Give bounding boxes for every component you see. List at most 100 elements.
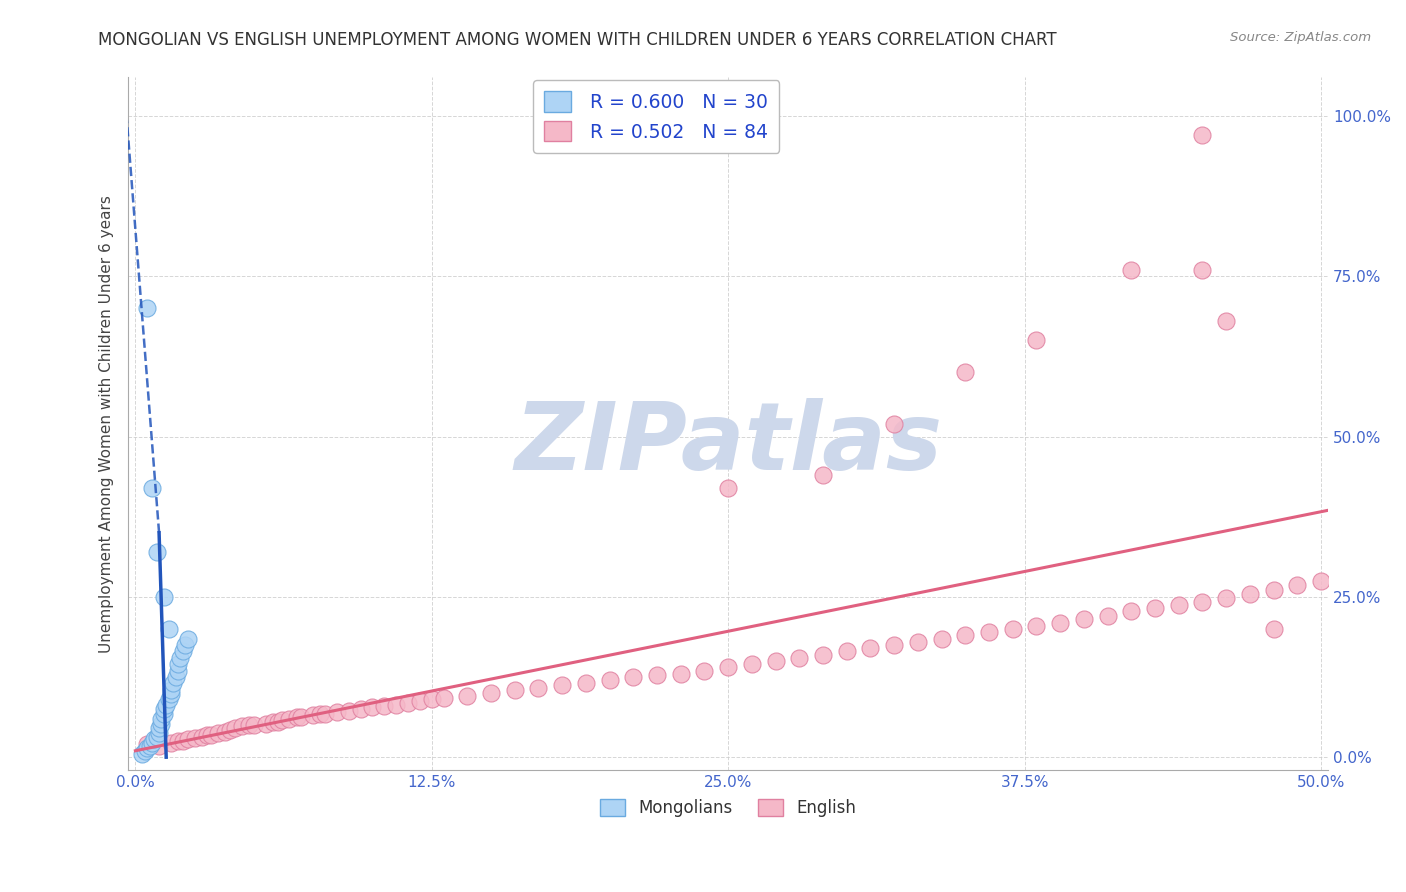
Point bbox=[136, 301, 159, 316]
Point bbox=[145, 545, 167, 559]
Point bbox=[302, 708, 325, 723]
Point bbox=[1191, 262, 1213, 277]
Point bbox=[138, 739, 160, 753]
Point bbox=[765, 654, 787, 668]
Point bbox=[134, 744, 156, 758]
Point bbox=[165, 670, 187, 684]
Point bbox=[254, 716, 277, 731]
Point bbox=[361, 700, 384, 714]
Point bbox=[835, 644, 858, 658]
Point bbox=[479, 686, 502, 700]
Point bbox=[162, 676, 184, 690]
Point bbox=[157, 622, 180, 636]
Point bbox=[669, 666, 692, 681]
Point bbox=[931, 632, 953, 646]
Point bbox=[1263, 583, 1285, 598]
Point bbox=[148, 721, 170, 735]
Point bbox=[190, 730, 212, 744]
Point bbox=[693, 664, 716, 678]
Point bbox=[150, 716, 173, 731]
Point bbox=[1215, 591, 1237, 606]
Point bbox=[977, 625, 1000, 640]
Point bbox=[160, 687, 183, 701]
Point bbox=[172, 734, 194, 748]
Point bbox=[160, 736, 183, 750]
Point bbox=[141, 481, 163, 495]
Point bbox=[741, 657, 763, 672]
Point bbox=[262, 714, 284, 729]
Point bbox=[1049, 615, 1071, 630]
Point bbox=[599, 673, 621, 688]
Point bbox=[1025, 334, 1047, 348]
Point bbox=[176, 632, 198, 646]
Point bbox=[136, 740, 159, 755]
Point bbox=[1239, 587, 1261, 601]
Point bbox=[409, 694, 432, 708]
Point bbox=[174, 638, 197, 652]
Point bbox=[326, 706, 349, 720]
Point bbox=[150, 712, 173, 726]
Point bbox=[148, 726, 170, 740]
Point bbox=[183, 731, 205, 745]
Point bbox=[145, 730, 167, 744]
Point bbox=[148, 739, 170, 753]
Point bbox=[200, 728, 222, 742]
Legend: Mongolians, English: Mongolians, English bbox=[593, 792, 863, 824]
Point bbox=[219, 723, 242, 738]
Point bbox=[214, 724, 236, 739]
Point bbox=[167, 734, 190, 748]
Text: MONGOLIAN VS ENGLISH UNEMPLOYMENT AMONG WOMEN WITH CHILDREN UNDER 6 YEARS CORREL: MONGOLIAN VS ENGLISH UNEMPLOYMENT AMONG … bbox=[98, 31, 1057, 49]
Point bbox=[811, 468, 834, 483]
Point bbox=[859, 641, 882, 656]
Point bbox=[420, 692, 443, 706]
Point bbox=[176, 732, 198, 747]
Point bbox=[1144, 601, 1167, 615]
Point bbox=[266, 714, 288, 729]
Point bbox=[309, 706, 332, 721]
Point bbox=[1073, 612, 1095, 626]
Point bbox=[167, 657, 190, 672]
Y-axis label: Unemployment Among Women with Children Under 6 years: Unemployment Among Women with Children U… bbox=[100, 194, 114, 653]
Point bbox=[396, 696, 419, 710]
Point bbox=[717, 481, 740, 495]
Point bbox=[314, 706, 336, 721]
Point bbox=[224, 721, 246, 735]
Point bbox=[717, 660, 740, 674]
Point bbox=[153, 706, 176, 721]
Point bbox=[645, 668, 668, 682]
Point bbox=[1167, 598, 1189, 612]
Point bbox=[143, 732, 166, 747]
Point bbox=[1191, 595, 1213, 609]
Point bbox=[172, 644, 194, 658]
Point bbox=[285, 710, 308, 724]
Point bbox=[551, 678, 574, 692]
Point bbox=[789, 650, 811, 665]
Point bbox=[167, 664, 190, 678]
Text: Source: ZipAtlas.com: Source: ZipAtlas.com bbox=[1230, 31, 1371, 45]
Text: ZIPatlas: ZIPatlas bbox=[515, 399, 942, 491]
Point bbox=[349, 702, 371, 716]
Point bbox=[155, 698, 177, 712]
Point bbox=[238, 718, 260, 732]
Point bbox=[575, 676, 598, 690]
Point bbox=[955, 366, 977, 380]
Point bbox=[153, 702, 176, 716]
Point bbox=[883, 638, 905, 652]
Point bbox=[503, 682, 526, 697]
Point bbox=[1001, 622, 1024, 636]
Point bbox=[1191, 128, 1213, 143]
Point bbox=[1097, 609, 1119, 624]
Point bbox=[290, 710, 312, 724]
Point bbox=[278, 712, 301, 726]
Point bbox=[621, 670, 644, 684]
Point bbox=[153, 590, 176, 604]
Point bbox=[1025, 618, 1047, 632]
Point bbox=[1215, 314, 1237, 328]
Point bbox=[243, 718, 266, 732]
Point bbox=[1263, 622, 1285, 636]
Point bbox=[433, 691, 456, 706]
Point bbox=[1310, 574, 1333, 588]
Point bbox=[907, 634, 929, 648]
Point bbox=[1121, 604, 1143, 618]
Point bbox=[811, 648, 834, 662]
